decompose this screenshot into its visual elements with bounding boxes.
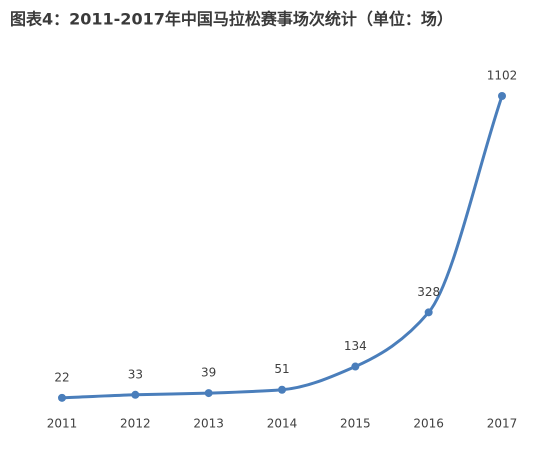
x-tick-label: 2011 [47,417,78,431]
chart-title: 图表4：2011-2017年中国马拉松赛事场次统计（单位：场） [10,10,453,29]
point [204,389,213,398]
data-label: 51 [274,362,289,376]
data-label: 22 [54,370,69,384]
x-tick-label: 2014 [267,417,298,431]
point [58,393,66,402]
x-tick-label: 2012 [120,417,151,431]
x-tick-label: 2016 [413,417,444,431]
point [278,385,286,394]
x-tick-label: 2015 [340,417,371,431]
x-tick-label: 2017 [487,417,518,431]
data-label: 39 [201,366,216,380]
point [351,362,360,371]
point [131,390,140,399]
point [498,92,506,100]
data-label: 328 [417,285,440,299]
x-tick-label: 2013 [193,417,224,431]
data-label: 134 [344,339,367,353]
point [424,308,433,317]
data-label: 1102 [487,69,518,83]
data-label: 33 [128,367,143,381]
